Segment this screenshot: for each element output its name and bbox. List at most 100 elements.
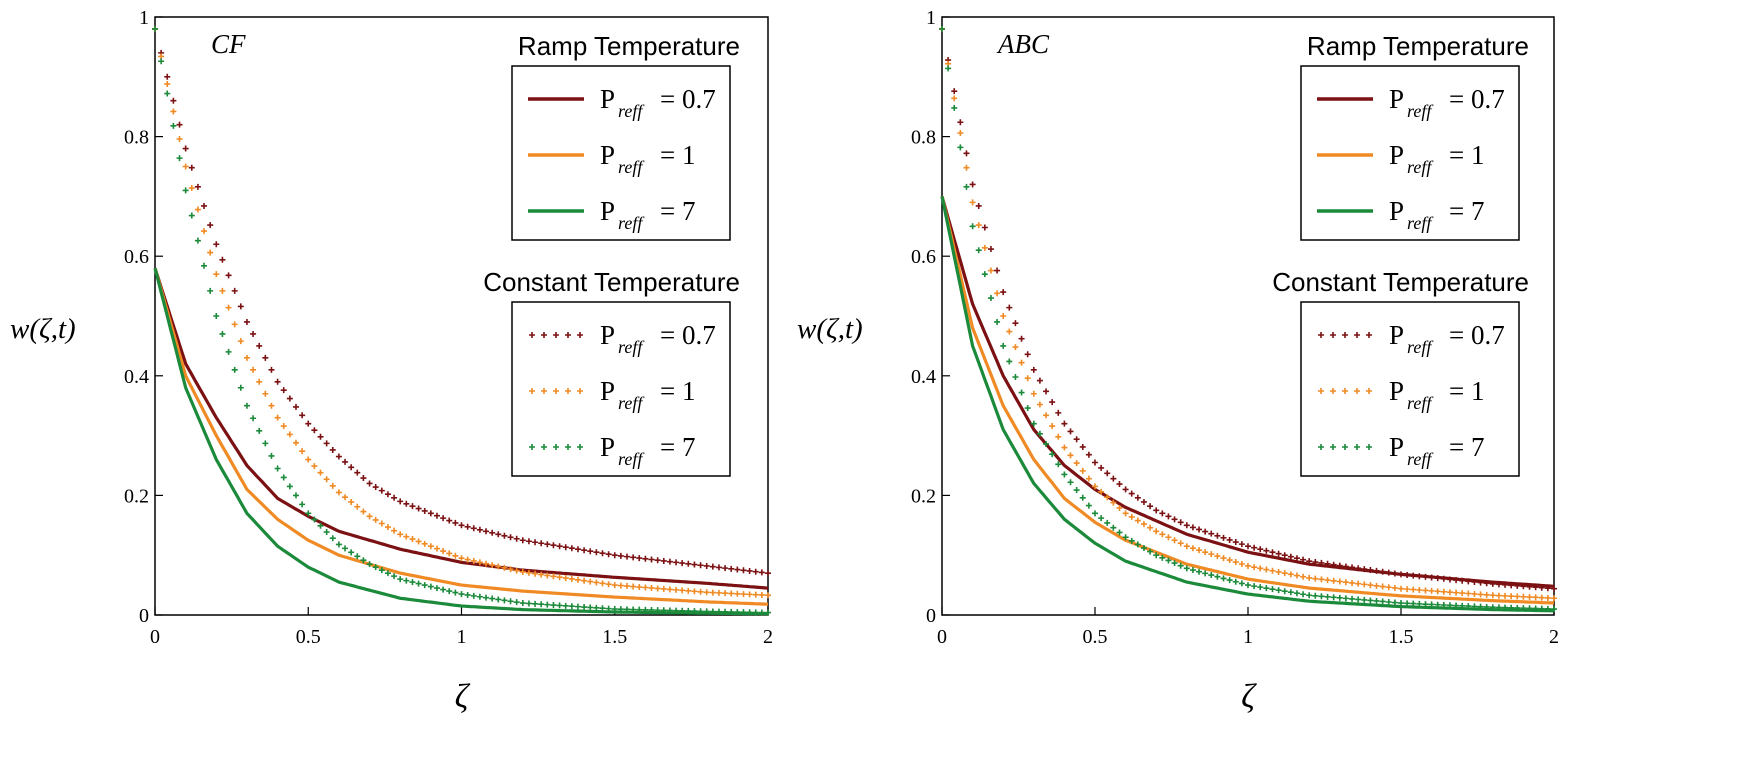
data-point <box>648 606 655 613</box>
data-point <box>975 247 982 254</box>
data-point <box>507 534 514 541</box>
data-point <box>280 423 287 430</box>
data-point <box>1391 599 1398 606</box>
data-point <box>1477 603 1484 610</box>
data-point <box>1128 490 1135 497</box>
data-point <box>256 342 263 349</box>
legend-marker <box>1366 388 1372 394</box>
legend-subscript: reff <box>1407 101 1434 121</box>
data-point <box>660 585 667 592</box>
data-point <box>409 579 416 586</box>
data-point <box>164 80 171 87</box>
data-point <box>415 538 422 545</box>
y-axis-label: w(ζ,t) <box>10 313 76 345</box>
data-point <box>728 590 735 597</box>
legend-marker <box>1354 388 1360 394</box>
data-point <box>697 608 704 615</box>
data-point <box>286 483 293 490</box>
data-point <box>1459 602 1466 609</box>
data-point <box>758 569 765 576</box>
data-point <box>1508 582 1515 589</box>
legend-symbol: P <box>1389 140 1404 170</box>
legend-ramp: Ramp Temperature P reff = 0.7 P reff = 1 P reff =… <box>1300 31 1529 241</box>
legend-subscript: reff <box>618 157 645 177</box>
legend-marker <box>541 388 547 394</box>
data-point <box>1220 555 1227 562</box>
data-point <box>256 427 263 434</box>
data-point <box>746 567 753 574</box>
y-axis-label: w(ζ,t) <box>797 313 863 345</box>
y-tick-label: 0 <box>926 605 936 627</box>
data-point <box>740 591 747 598</box>
data-point <box>152 25 158 32</box>
data-point <box>507 598 514 605</box>
data-point <box>1532 594 1539 601</box>
data-point <box>593 604 600 611</box>
data-point <box>758 609 765 616</box>
x-tick-label: 1.5 <box>1389 626 1414 648</box>
data-point <box>1446 602 1453 609</box>
chart-panel-cf: 0 0.5 1 1.5 2 0 0.2 0.4 0.6 0.8 1 ζ w(ζ,t) CF Ramp Tem… <box>10 7 773 715</box>
data-point <box>1287 589 1294 596</box>
data-point <box>372 484 379 491</box>
legend-symbol: P <box>1389 196 1404 226</box>
data-point <box>722 565 729 572</box>
data-point <box>495 563 502 570</box>
data-point <box>335 541 342 548</box>
data-point <box>697 562 704 569</box>
data-point <box>378 567 385 574</box>
data-point <box>501 532 508 539</box>
data-point <box>495 596 502 603</box>
x-tick-label: 0.5 <box>296 626 321 648</box>
data-point <box>562 602 569 609</box>
data-point <box>1177 519 1184 526</box>
legend-swatch <box>1318 332 1372 338</box>
data-point <box>1110 475 1117 482</box>
data-point <box>1532 584 1539 591</box>
data-point <box>1030 366 1037 373</box>
data-point <box>1030 390 1037 397</box>
data-point <box>1367 597 1374 604</box>
data-point <box>317 433 324 440</box>
data-point <box>957 144 964 151</box>
data-point <box>1226 536 1233 543</box>
series-markers <box>939 25 1557 613</box>
legend-symbol: P <box>600 140 615 170</box>
data-point <box>574 576 581 583</box>
data-point <box>305 420 312 427</box>
data-point <box>1422 573 1429 580</box>
legend-value: = 1 <box>1449 140 1484 170</box>
data-point <box>213 241 220 248</box>
data-point <box>464 591 471 598</box>
data-point <box>403 533 410 540</box>
legend-marker <box>553 332 559 338</box>
legend-swatch <box>529 332 583 338</box>
data-point <box>513 535 520 542</box>
data-point <box>201 228 208 235</box>
data-point <box>1440 588 1447 595</box>
data-point <box>182 145 189 152</box>
legend-swatch <box>1318 444 1372 450</box>
legend-marker <box>1318 388 1324 394</box>
data-point <box>231 287 238 294</box>
data-point <box>397 531 404 538</box>
legend-symbol: P <box>600 320 615 350</box>
data-point <box>550 602 557 609</box>
legend-symbol: P <box>1389 320 1404 350</box>
data-point <box>433 512 440 519</box>
data-point <box>329 482 336 489</box>
legend-marker <box>541 444 547 450</box>
data-point <box>1514 582 1521 589</box>
data-point <box>1147 503 1154 510</box>
data-point <box>617 552 624 559</box>
data-point <box>415 580 422 587</box>
data-point <box>1410 600 1417 607</box>
data-point <box>1232 559 1239 566</box>
y-tick-label: 0.2 <box>911 485 936 507</box>
data-point <box>1306 574 1313 581</box>
data-point <box>1159 510 1166 517</box>
data-point <box>654 607 661 614</box>
x-axis-label: ζ <box>455 678 471 715</box>
data-point <box>975 222 982 229</box>
data-point <box>1104 519 1111 526</box>
